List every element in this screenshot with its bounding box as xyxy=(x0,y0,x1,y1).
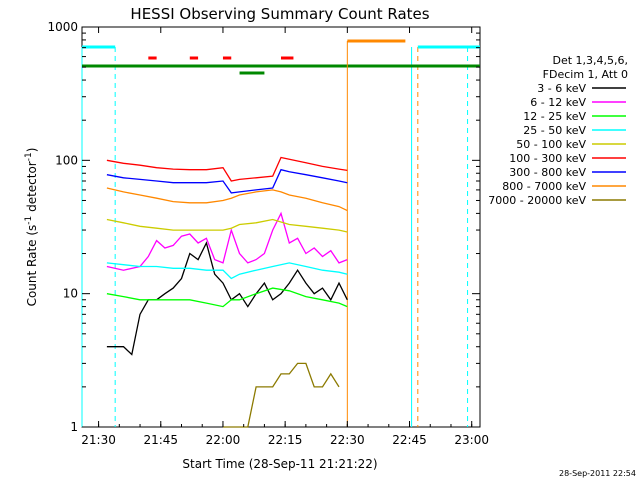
x-tick-label: 22:30 xyxy=(330,433,365,447)
x-tick-label: 21:30 xyxy=(81,433,116,447)
axes: 21:30 21:45 22:00 22:15 22:30 22:45 23:00 1 10 10… xyxy=(47,20,489,447)
x-axis-label: Start Time (28-Sep-11 21:21:22) xyxy=(182,457,377,471)
y-tick-label: 100 xyxy=(55,153,78,167)
y-tick-label: 10 xyxy=(63,287,78,301)
x-tick-label: 22:15 xyxy=(268,433,303,447)
series-line-2 xyxy=(106,287,348,308)
legend-label: 100 - 300 keV xyxy=(509,152,586,165)
series-line-4 xyxy=(106,218,348,233)
x-tick-label: 23:00 xyxy=(454,433,489,447)
chart-title: HESSI Observing Summary Count Rates xyxy=(130,5,429,23)
legend-label: 25 - 50 keV xyxy=(523,124,586,137)
series-line-1 xyxy=(106,211,348,271)
legend-label: 7000 - 20000 keV xyxy=(488,194,586,207)
legend-label: 50 - 100 keV xyxy=(516,138,586,151)
legend-header-1: Det 1,3,4,5,6, xyxy=(552,54,628,67)
x-tick-label: 22:45 xyxy=(392,433,427,447)
series-line-7 xyxy=(106,187,348,212)
legend-label: 800 - 7000 keV xyxy=(502,180,586,193)
x-tick-label: 21:45 xyxy=(143,433,178,447)
legend-header-2: FDecim 1, Att 0 xyxy=(543,68,628,81)
observing-overlay xyxy=(81,39,480,427)
series-line-8 xyxy=(223,362,340,428)
legend-label: 12 - 25 keV xyxy=(523,110,586,123)
legend-label: 6 - 12 keV xyxy=(530,96,586,109)
legend-label: 300 - 800 keV xyxy=(509,166,586,179)
series-line-6 xyxy=(106,168,348,194)
legend: Det 1,3,4,5,6, FDecim 1, Att 0 3 - 6 keV… xyxy=(488,54,628,207)
series-layer xyxy=(106,156,348,428)
legend-label: 3 - 6 keV xyxy=(537,82,586,95)
x-tick-label: 22:00 xyxy=(206,433,241,447)
series-line-0 xyxy=(106,241,348,356)
y-tick-label: 1000 xyxy=(47,20,78,34)
plot-timestamp: 28-Sep-2011 22:54 xyxy=(559,469,636,478)
series-line-3 xyxy=(106,262,348,280)
series-line-5 xyxy=(106,156,348,182)
y-axis-label: Count Rate (s-1 detector-1) xyxy=(24,148,39,307)
y-tick-label: 1 xyxy=(70,420,78,434)
